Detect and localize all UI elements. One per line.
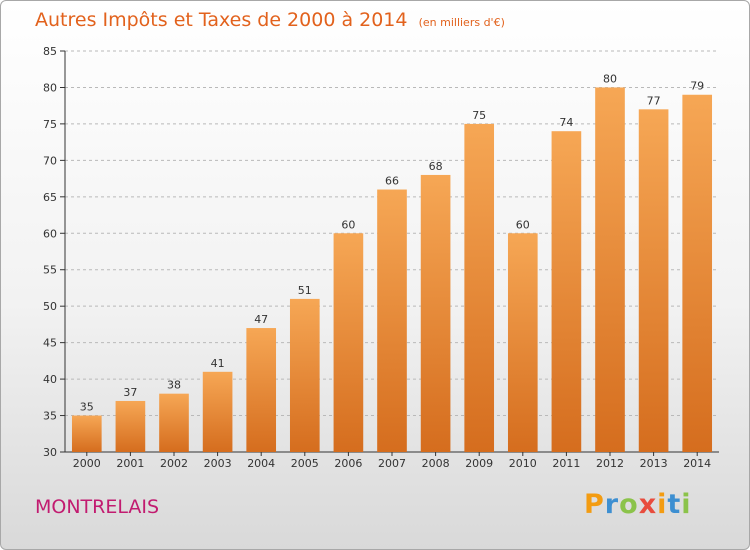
bar-value-label: 38 [167,379,181,392]
bar [464,123,495,452]
bar-value-label: 79 [690,80,704,93]
x-tick-label: 2003 [204,457,232,470]
y-tick-label: 40 [43,373,57,386]
y-tick-label: 45 [43,337,57,350]
bar [551,131,582,452]
bar [202,371,233,452]
x-tick-label: 2013 [640,457,668,470]
y-tick-label: 60 [43,227,57,240]
bar [638,109,669,452]
y-tick-label: 55 [43,264,57,277]
x-tick-label: 2008 [422,457,450,470]
x-tick-label: 2014 [683,457,711,470]
bar-value-label: 74 [559,116,573,129]
y-tick-label: 50 [43,300,57,313]
bar [595,87,625,453]
x-tick-label: 2006 [334,457,362,470]
place-name: MONTRELAIS [35,496,160,518]
logo-letter: o [619,489,639,520]
bar [333,233,364,452]
bar-value-label: 35 [80,401,94,414]
y-tick-label: 35 [43,410,57,423]
x-tick-label: 2011 [552,457,580,470]
y-tick-label: 30 [43,446,57,459]
bar-value-label: 75 [472,109,486,122]
bar [246,328,277,452]
x-tick-label: 2005 [291,457,319,470]
bar-value-label: 51 [298,284,312,297]
x-tick-label: 2004 [247,457,275,470]
bar [682,94,713,452]
logo-letter: i [657,489,668,520]
y-tick-label: 85 [43,45,57,58]
bar-value-label: 37 [123,386,137,399]
chart-title-block: Autres Impôts et Taxes de 2000 à 2014 (e… [35,9,505,31]
x-tick-label: 2007 [378,457,406,470]
bar [377,189,407,452]
bar-value-label: 47 [254,313,268,326]
bar [115,400,146,452]
logo-letter: i [681,489,692,520]
logo-letter: t [667,489,682,520]
bar-value-label: 77 [647,94,661,107]
bar [289,298,320,452]
bar-value-label: 41 [211,357,225,370]
y-tick-label: 65 [43,191,57,204]
bar-value-label: 68 [429,160,443,173]
y-tick-label: 70 [43,154,57,167]
x-tick-label: 2000 [73,457,101,470]
chart-title: Autres Impôts et Taxes de 2000 à 2014 [35,9,408,31]
chart-unit-label: (en milliers d'€) [418,16,505,29]
bar-value-label: 60 [516,218,530,231]
y-tick-label: 80 [43,81,57,94]
x-tick-label: 2009 [465,457,493,470]
bar-value-label: 66 [385,175,399,188]
bar-value-label: 80 [603,72,617,85]
logo-letter: r [604,489,620,520]
x-tick-label: 2002 [160,457,188,470]
bar-value-label: 60 [341,218,355,231]
y-tick-label: 75 [43,118,57,131]
logo-letter: x [638,489,658,520]
bar [159,393,189,452]
proxiti-logo: Proxiti [584,489,692,520]
bar [71,415,102,452]
bar [420,174,451,453]
bar [507,233,538,452]
x-tick-label: 2010 [509,457,537,470]
logo-letter: P [584,489,605,520]
x-tick-label: 2001 [116,457,144,470]
x-tick-label: 2012 [596,457,624,470]
